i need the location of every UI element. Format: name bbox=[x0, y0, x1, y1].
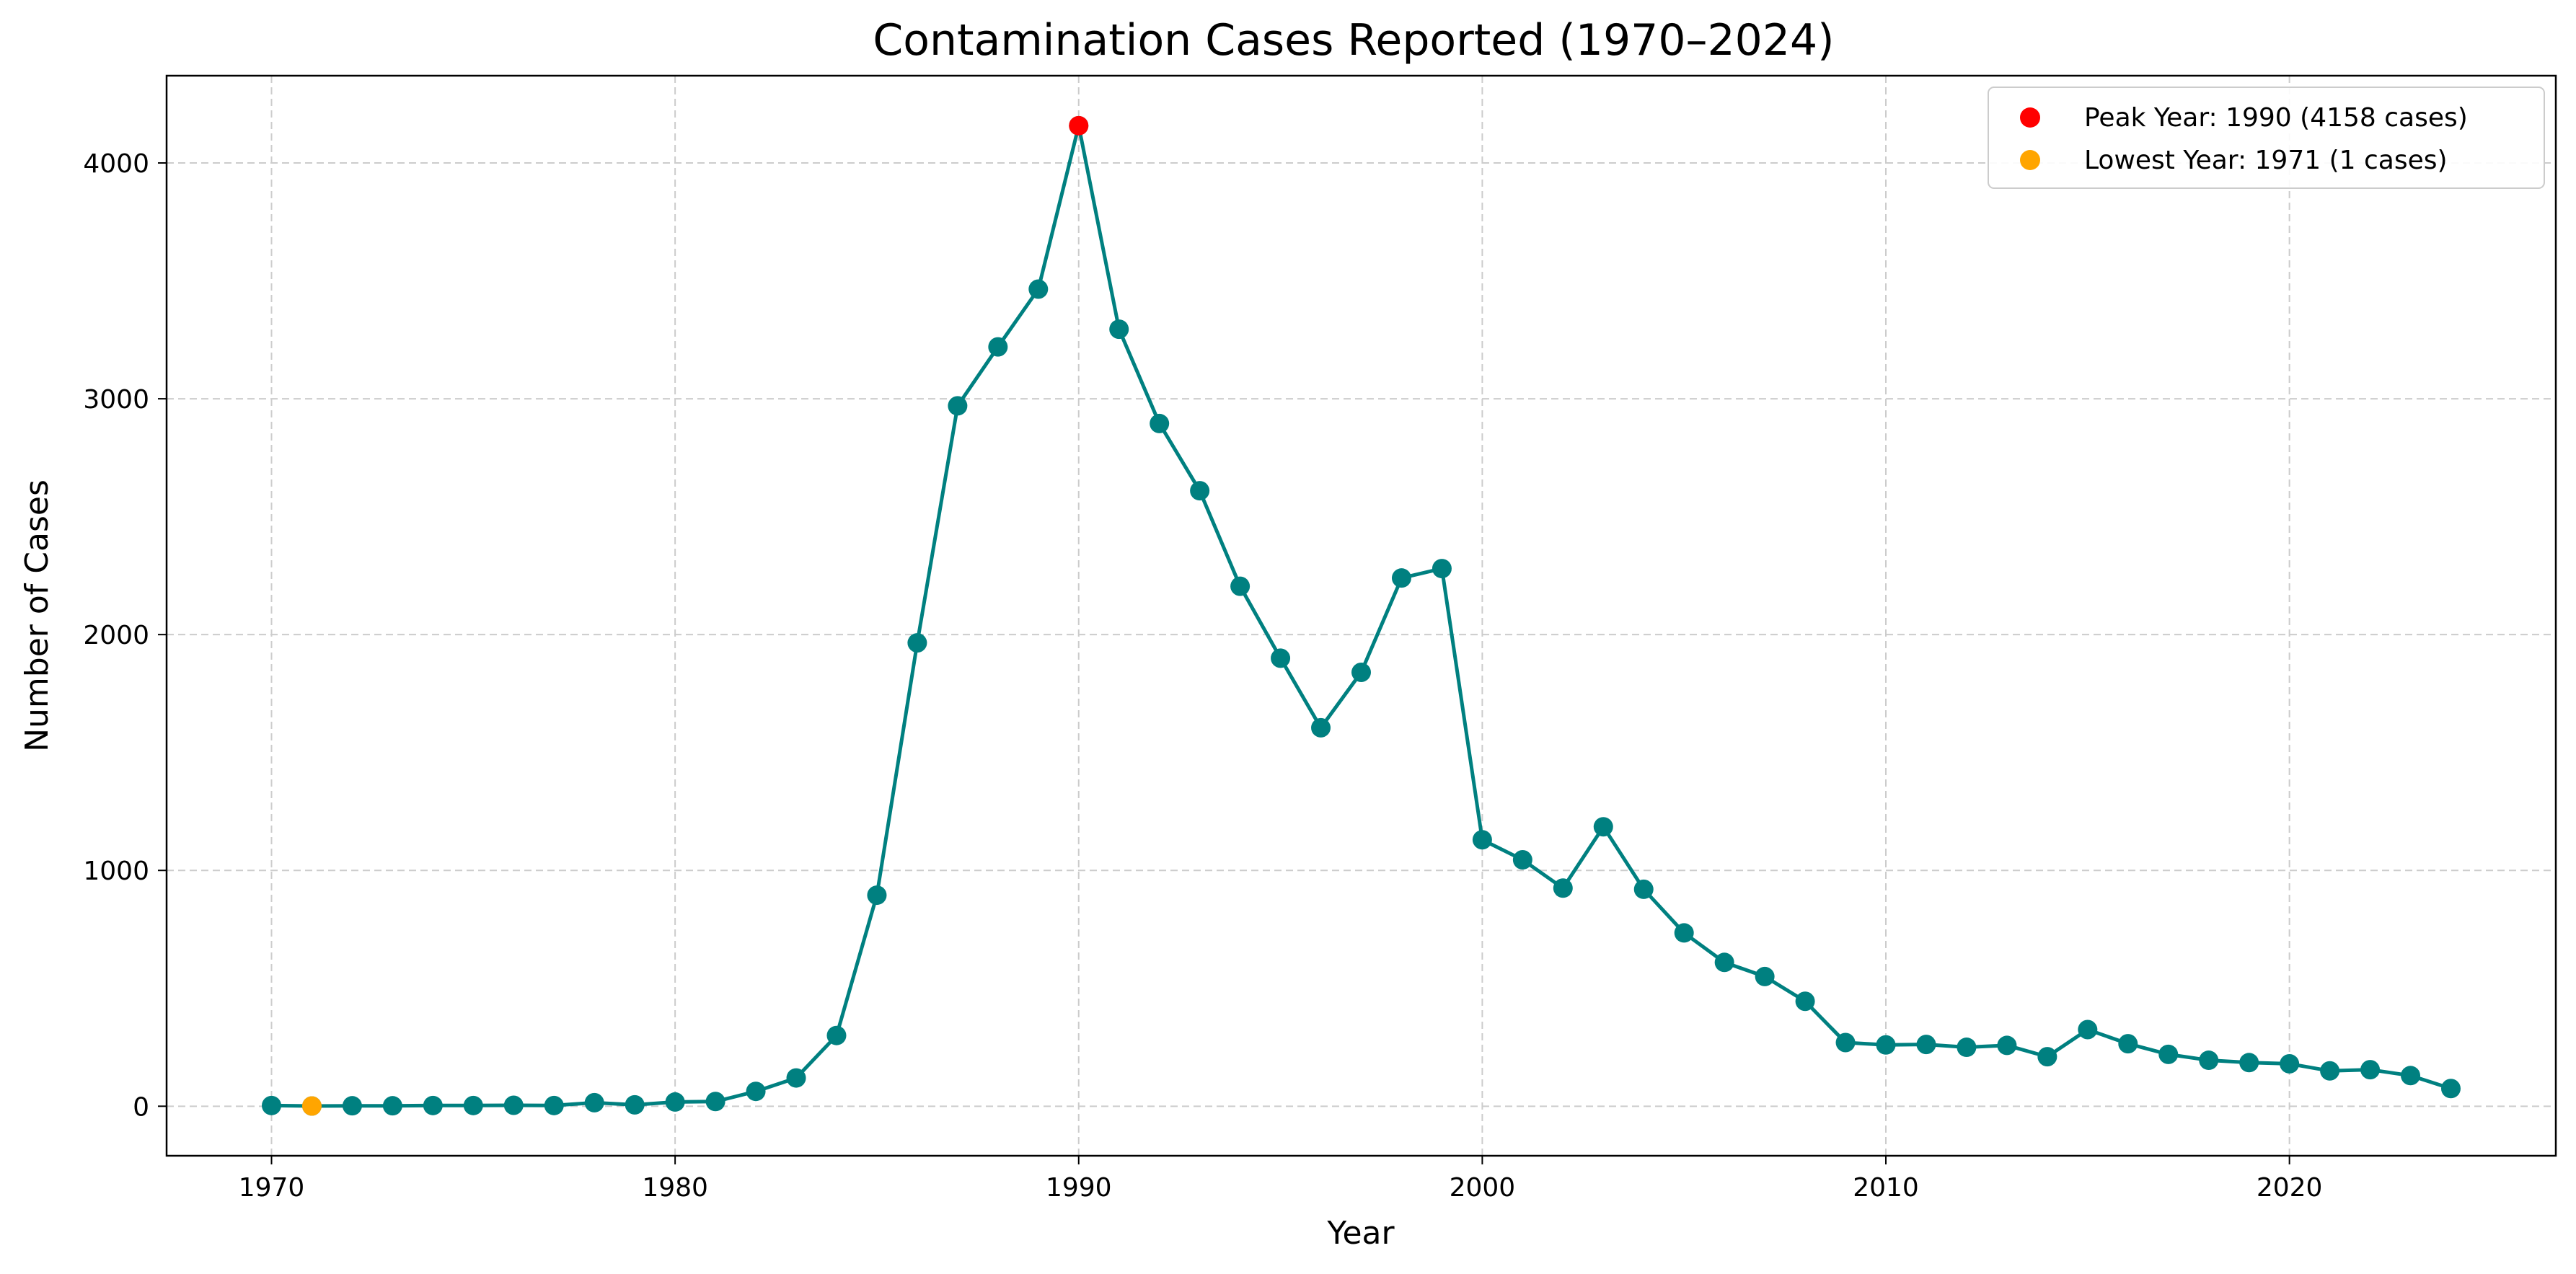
y-tick-label: 0 bbox=[133, 1092, 149, 1122]
data-point bbox=[1876, 1035, 1896, 1055]
data-point bbox=[867, 885, 887, 906]
y-tick-label: 2000 bbox=[83, 621, 149, 650]
data-point bbox=[2360, 1060, 2381, 1080]
axis-ticks: 1970 1980 1990 2000 2010 2020 0 1000 2000 3000 400… bbox=[83, 149, 2322, 1203]
data-point bbox=[2239, 1053, 2259, 1073]
x-axis-label: Year bbox=[1326, 1215, 1395, 1252]
data-point bbox=[2078, 1019, 2098, 1040]
data-point bbox=[382, 1096, 402, 1116]
x-tick-label: 2010 bbox=[1853, 1173, 1919, 1203]
data-point bbox=[1028, 279, 1049, 299]
data-point bbox=[1432, 559, 1452, 579]
data-point bbox=[1230, 576, 1250, 596]
data-point bbox=[1391, 568, 1411, 588]
legend-label-lowest: Lowest Year: 1971 (1 cases) bbox=[2084, 146, 2448, 175]
data-point bbox=[2320, 1061, 2340, 1081]
highlight-point bbox=[301, 1096, 322, 1116]
x-tick-label: 1970 bbox=[239, 1173, 305, 1203]
legend-marker-peak bbox=[2020, 107, 2040, 128]
data-point bbox=[665, 1092, 685, 1112]
legend-marker-lowest bbox=[2020, 150, 2040, 170]
data-point bbox=[2037, 1047, 2057, 1067]
x-tick-label: 1990 bbox=[1046, 1173, 1112, 1203]
data-point bbox=[907, 633, 927, 653]
y-tick-label: 4000 bbox=[83, 149, 149, 179]
data-point bbox=[1472, 830, 1492, 850]
legend-label-peak: Peak Year: 1990 (4158 cases) bbox=[2084, 103, 2468, 133]
data-point bbox=[262, 1095, 282, 1115]
data-point bbox=[584, 1092, 604, 1112]
data-point bbox=[503, 1095, 524, 1115]
legend-box bbox=[1988, 87, 2545, 189]
y-tick-label: 3000 bbox=[83, 385, 149, 415]
data-point bbox=[1916, 1035, 1936, 1055]
data-point bbox=[544, 1095, 564, 1115]
y-tick-label: 1000 bbox=[83, 857, 149, 886]
data-point bbox=[1674, 923, 1694, 943]
data-point bbox=[1512, 850, 1532, 870]
data-point bbox=[746, 1081, 766, 1102]
data-point bbox=[1190, 481, 1210, 501]
data-point bbox=[1755, 966, 1775, 986]
data-point bbox=[2199, 1050, 2219, 1071]
data-point bbox=[1351, 662, 1371, 682]
data-point bbox=[1997, 1035, 2017, 1056]
highlight-layer bbox=[301, 115, 1089, 1116]
x-tick-label: 2000 bbox=[1450, 1173, 1516, 1203]
data-point bbox=[1553, 878, 1573, 898]
data-point bbox=[2118, 1034, 2138, 1054]
data-point bbox=[625, 1094, 645, 1115]
data-point bbox=[705, 1092, 725, 1112]
data-point bbox=[423, 1095, 443, 1115]
data-point bbox=[342, 1096, 362, 1116]
data-point bbox=[2401, 1066, 2421, 1086]
data-point bbox=[2280, 1053, 2300, 1074]
data-point bbox=[786, 1068, 806, 1088]
chart-title: Contamination Cases Reported (1970–2024) bbox=[873, 15, 1834, 66]
data-point bbox=[1714, 952, 1734, 973]
data-point bbox=[1150, 413, 1170, 433]
data-point bbox=[2440, 1079, 2461, 1099]
data-point bbox=[1957, 1038, 1977, 1058]
data-point bbox=[948, 396, 968, 416]
legend: Peak Year: 1990 (4158 cases) Lowest Year… bbox=[1988, 87, 2545, 189]
data-point bbox=[1271, 648, 1291, 668]
x-tick-label: 1980 bbox=[642, 1173, 708, 1203]
data-point bbox=[463, 1095, 483, 1115]
data-point bbox=[1835, 1032, 1856, 1053]
x-tick-label: 2020 bbox=[2257, 1173, 2323, 1203]
data-point bbox=[1109, 319, 1129, 340]
data-point bbox=[988, 337, 1008, 357]
data-point bbox=[1593, 817, 1613, 837]
data-point bbox=[1795, 991, 1815, 1012]
y-axis-label: Number of Cases bbox=[19, 479, 56, 752]
highlight-point bbox=[1069, 115, 1089, 136]
data-point bbox=[1633, 879, 1654, 899]
data-point bbox=[826, 1025, 847, 1045]
plot-frame bbox=[165, 74, 2557, 1157]
data-point bbox=[1311, 717, 1331, 738]
data-point bbox=[2158, 1044, 2179, 1064]
